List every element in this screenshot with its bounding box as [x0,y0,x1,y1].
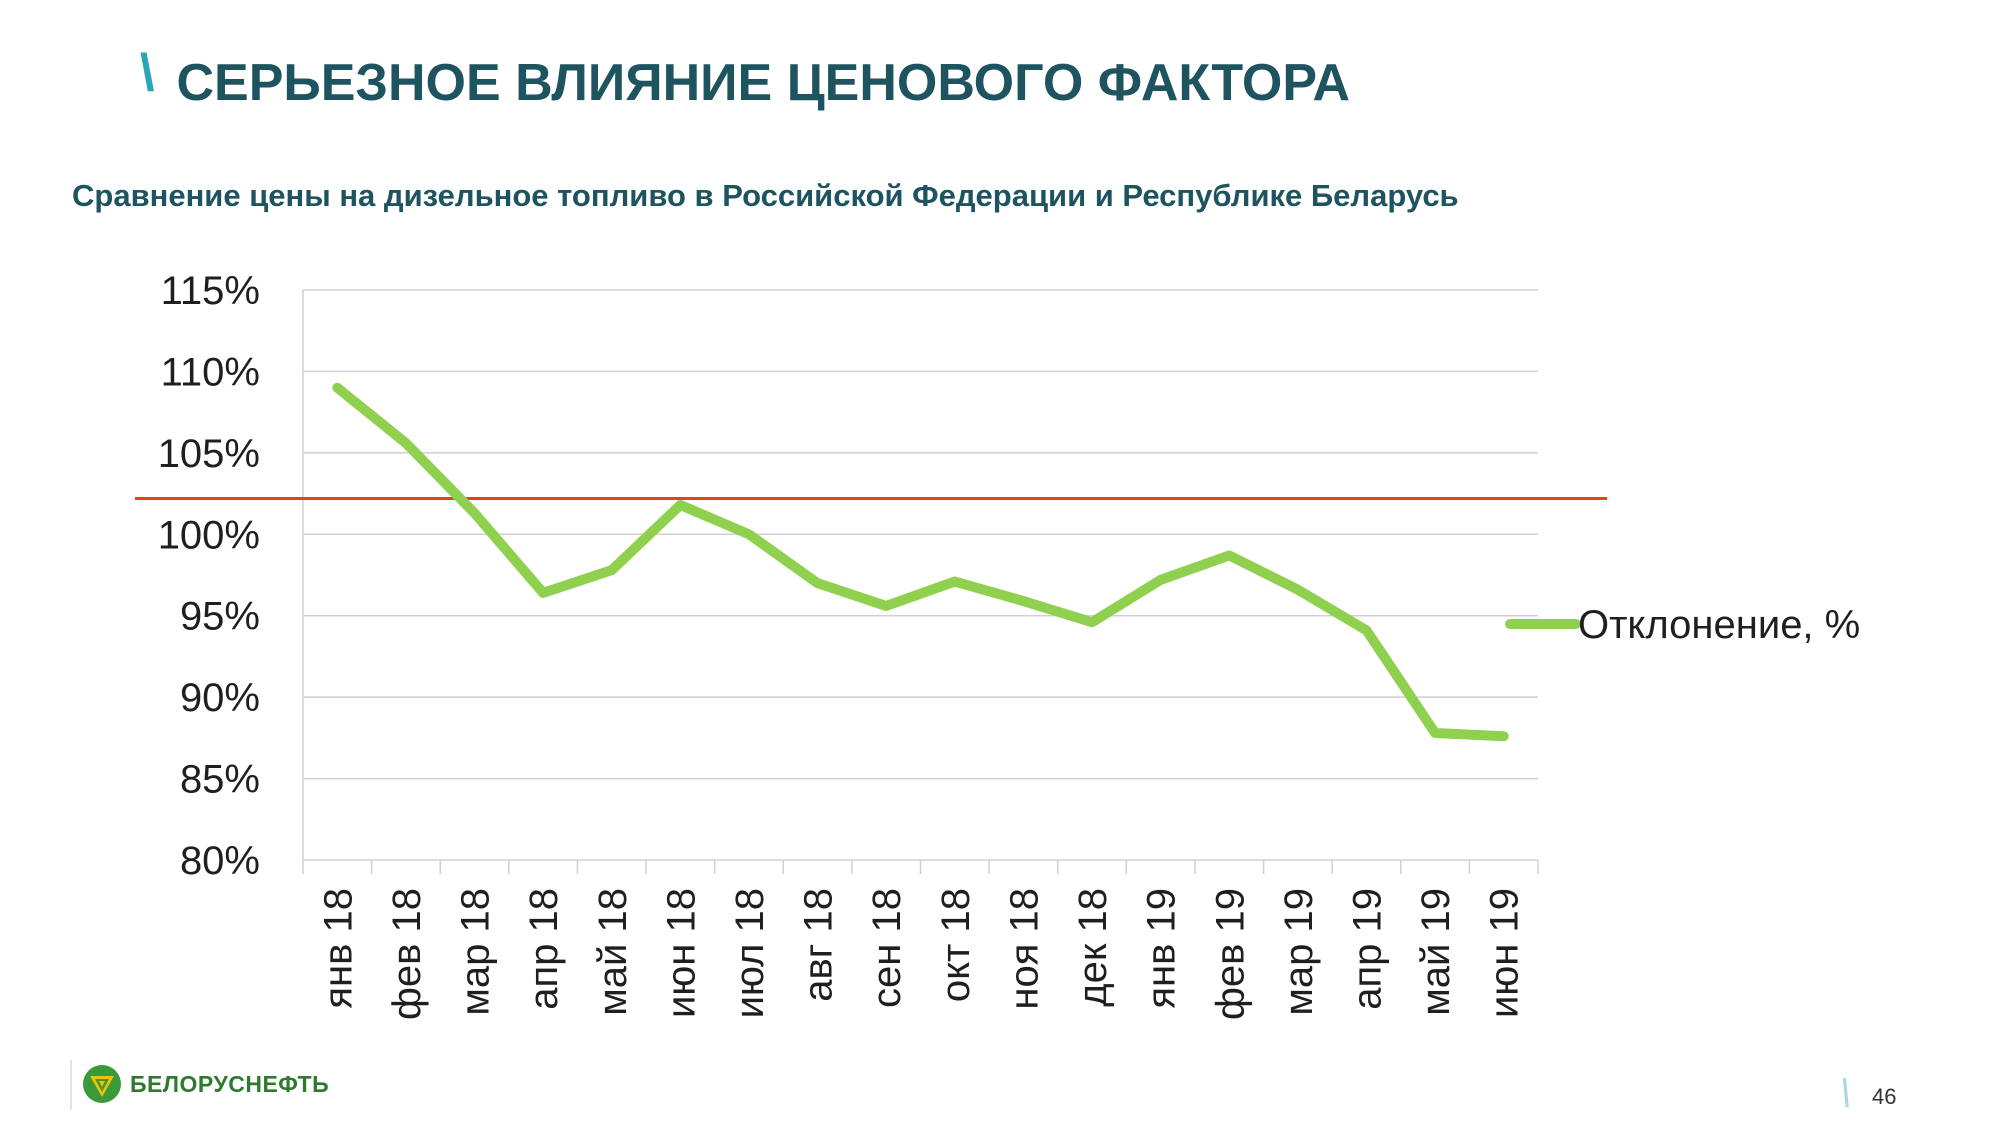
data-point [607,566,616,575]
data-point [950,577,959,586]
x-tick-label: фев 19 [1208,888,1252,1020]
x-tick-label: сен 18 [865,888,909,1008]
y-tick-label: 85% [180,758,260,802]
title-accent-mark: \ [140,44,155,102]
title-row: \ СЕРЬЕЗНОЕ ВЛИЯНИЕ ЦЕНОВОГО ФАКТОРА [140,44,1351,118]
y-tick-label: 100% [158,513,260,557]
data-point [1431,728,1440,737]
x-tick-label: авг 18 [797,888,841,1002]
x-tick-label: янв 18 [316,888,360,1009]
y-tick-label: 80% [180,839,260,883]
x-tick-label: май 19 [1414,888,1458,1016]
x-tick-label: июн 18 [659,888,703,1018]
data-point [1293,585,1302,594]
x-tick-label: янв 19 [1140,888,1184,1009]
company-logo: БЕЛОРУСНЕФТЬ [82,1064,329,1104]
company-logo-icon [83,1065,121,1103]
legend-label: Отклонение, % [1578,603,1860,647]
footer-divider [70,1060,72,1110]
data-point [676,500,685,509]
y-tick-label: 110% [161,350,260,394]
company-logo-text: БЕЛОРУСНЕФТЬ [130,1070,330,1097]
x-tick-label: мар 19 [1277,888,1321,1016]
page-title: СЕРЬЕЗНОЕ ВЛИЯНИЕ ЦЕНОВОГО ФАКТОРА [176,54,1351,112]
data-point [744,530,753,539]
y-tick-label: 90% [180,676,260,720]
x-tick-label: апр 19 [1345,888,1389,1010]
x-tick-label: июл 18 [728,888,772,1018]
data-point [333,383,342,392]
x-tick-label: мар 18 [454,888,498,1016]
y-tick-label: 95% [180,595,260,639]
data-point [1156,575,1165,584]
x-tick-label: дек 18 [1071,888,1115,1007]
x-tick-label: апр 18 [522,888,566,1010]
data-point [882,601,891,610]
y-tick-label: 115% [161,269,260,313]
y-tick-label: 105% [158,432,260,476]
data-point [1362,626,1371,635]
series-line [332,382,1509,742]
x-tick-label: май 18 [591,888,635,1016]
chart-subtitle: Сравнение цены на дизельное топливо в Ро… [72,178,1459,213]
x-tick-label: окт 18 [934,888,978,1002]
data-point [1225,551,1234,560]
data-point [401,439,410,448]
x-tick-label: июн 19 [1483,888,1527,1018]
x-tick-label: ноя 18 [1002,888,1046,1010]
data-point [1019,597,1028,606]
data-point [813,579,822,588]
data-point [539,588,548,597]
data-point [1088,618,1097,627]
data-point [1499,732,1508,741]
x-tick-label: фев 18 [385,888,429,1020]
page-number: 46 [1872,1084,1897,1109]
data-point [470,509,479,518]
